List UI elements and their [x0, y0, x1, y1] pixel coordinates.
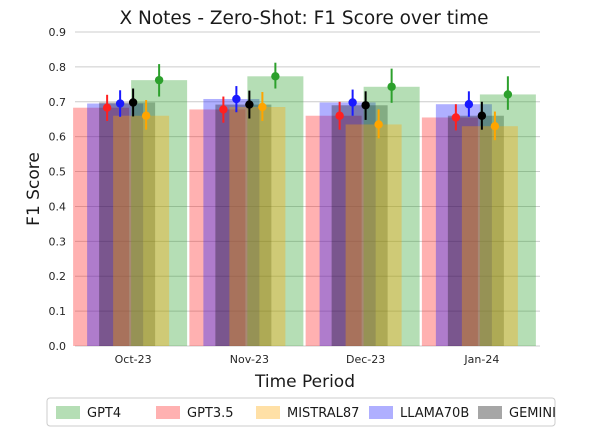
x-tick-label: Jan-24	[463, 353, 499, 366]
point-gpt3.5-jan-24	[451, 113, 461, 122]
y-axis-label: F1 Score	[24, 152, 44, 226]
bar-mistral87-nov-23	[229, 107, 286, 346]
point-llama70b-oct-23	[115, 99, 125, 108]
bar-gemini-nov-23	[215, 104, 272, 347]
point-gpt4-dec-23	[387, 82, 396, 91]
point-gpt3.5-nov-23	[219, 105, 228, 114]
bar-llama70b-oct-23	[87, 103, 144, 347]
point-mistral87-nov-23	[258, 102, 267, 112]
bar-gpt4-nov-23	[247, 76, 304, 346]
x-tick-label: Dec-23	[346, 353, 385, 366]
bar-gpt3.5-dec-23	[305, 115, 362, 346]
y-tick-label: 0.5	[49, 166, 67, 179]
bar-gpt3.5-nov-23	[189, 109, 246, 346]
y-tick-label: 0.9	[49, 26, 67, 39]
legend-label-gpt3.5: GPT3.5	[187, 406, 234, 421]
point-gemini-jan-24	[477, 111, 487, 120]
bar-mistral87-dec-23	[345, 124, 402, 346]
y-tick-label: 0.2	[49, 270, 67, 283]
legend-swatch-gemini	[478, 406, 502, 419]
legend-label-gpt4: GPT4	[87, 406, 121, 421]
gridlines	[75, 31, 540, 347]
bar-mistral87-jan-24	[461, 126, 518, 346]
point-gpt4-nov-23	[271, 72, 280, 81]
point-llama70b-nov-23	[232, 94, 241, 104]
point-mistral87-dec-23	[374, 120, 383, 129]
legend-swatch-mistral87	[256, 406, 280, 419]
y-tick-label: 0.6	[49, 131, 67, 144]
legend: GPT4 GPT3.5 MISTRAL87 LLAMA70B GEMINI	[46, 397, 556, 427]
point-gpt4-jan-24	[503, 90, 513, 99]
bar-gemini-dec-23	[331, 105, 388, 347]
bar-gemini-oct-23	[99, 102, 156, 346]
y-tick-labels: 0.0 0.1 0.2 0.3 0.4 0.5 0.6 0.7 0.8 0.9	[49, 26, 67, 353]
point-gpt4-oct-23	[154, 75, 164, 85]
point-gpt3.5-oct-23	[102, 103, 112, 112]
legend-frame	[46, 397, 556, 427]
y-tick-label: 0.7	[49, 96, 67, 109]
bars	[73, 76, 536, 347]
x-axis-label: Time Period	[254, 372, 355, 392]
legend-swatch-gpt4	[56, 406, 80, 419]
error-points	[102, 62, 513, 141]
bar-gpt4-oct-23	[131, 80, 188, 346]
x-tick-labels: Oct-23 Nov-23 Dec-23 Jan-24	[115, 353, 500, 366]
point-llama70b-jan-24	[464, 100, 474, 109]
legend-label-mistral87: MISTRAL87	[287, 406, 359, 421]
x-tick-label: Nov-23	[230, 353, 269, 366]
bar-mistral87-oct-23	[113, 115, 170, 346]
y-tick-label: 0.3	[49, 235, 67, 248]
bar-gpt4-dec-23	[363, 86, 420, 346]
bar-gpt4-jan-24	[479, 94, 536, 346]
point-mistral87-oct-23	[141, 111, 151, 120]
legend-label-gemini: GEMINI	[509, 406, 556, 421]
y-tick-label: 0.8	[49, 61, 67, 74]
point-gemini-nov-23	[245, 100, 254, 109]
bar-llama70b-nov-23	[203, 98, 260, 346]
legend-swatch-llama70b	[369, 406, 393, 419]
point-gpt3.5-dec-23	[335, 111, 344, 120]
point-mistral87-jan-24	[490, 122, 500, 131]
bar-gpt3.5-oct-23	[73, 107, 130, 346]
x-tick-label: Oct-23	[115, 353, 152, 366]
point-gemini-oct-23	[128, 98, 138, 107]
chart-title: X Notes - Zero-Shot: F1 Score over time	[119, 8, 488, 29]
legend-swatch-gpt3.5	[156, 406, 180, 419]
y-tick-label: 0.4	[49, 200, 67, 213]
y-tick-label: 0.0	[49, 340, 67, 353]
y-tick-label: 0.1	[49, 305, 67, 318]
point-llama70b-dec-23	[348, 98, 357, 107]
bar-llama70b-dec-23	[319, 102, 376, 346]
bar-gemini-jan-24	[447, 115, 504, 346]
legend-label-llama70b: LLAMA70B	[400, 406, 469, 421]
bar-gpt3.5-jan-24	[421, 117, 478, 346]
point-gemini-dec-23	[361, 101, 370, 110]
bar-llama70b-jan-24	[435, 104, 492, 346]
